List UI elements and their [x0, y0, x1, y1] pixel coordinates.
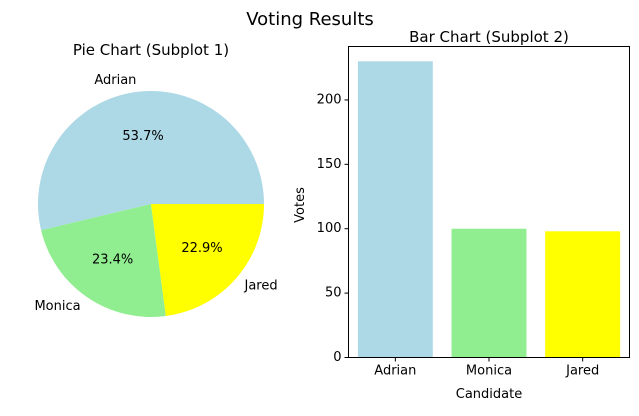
y-axis: 0 50 100 150 200	[317, 92, 349, 365]
bar-jared	[545, 231, 621, 358]
pie-category-label-monica: Monica	[34, 299, 80, 314]
y-tick-label: 0	[333, 350, 341, 365]
pie-category-label-jared: Jared	[244, 278, 278, 293]
bar-monica	[451, 228, 527, 358]
x-axis-label: Candidate	[456, 387, 522, 402]
bar-adrian	[357, 61, 433, 358]
bar-series	[357, 61, 621, 358]
bar-title: Bar Chart (Subplot 2)	[409, 28, 569, 46]
y-tick-label: 50	[325, 286, 342, 301]
pie-title: Pie Chart (Subplot 1)	[73, 41, 229, 59]
pie-percent-label-adrian: 53.7%	[122, 129, 163, 144]
y-tick-label: 100	[317, 221, 342, 236]
pie-percent-label-jared: 22.9%	[181, 241, 222, 256]
x-tick-label-monica: Monica	[466, 364, 512, 379]
pie-slice-adrian	[38, 91, 264, 231]
pie-category-label-adrian: Adrian	[94, 73, 136, 88]
pie-slice-monica	[41, 204, 166, 317]
x-axis: Adrian Monica Jared	[374, 357, 599, 379]
pie-slices	[38, 91, 264, 317]
pie-subplot: Pie Chart (Subplot 1) 53.7% Adrian 23.4% Mo…	[34, 41, 278, 317]
pie-slice-jared	[151, 204, 264, 317]
y-axis-label: Votes	[293, 187, 308, 223]
x-tick-label-jared: Jared	[565, 364, 599, 379]
y-tick-label: 200	[317, 92, 342, 107]
plot-frame	[348, 46, 630, 358]
y-tick-label: 150	[317, 157, 342, 172]
bar-subplot: Bar Chart (Subplot 2) 0 50 100 150 200 Adria…	[293, 28, 630, 402]
pie-percent-label-monica: 23.4%	[92, 252, 133, 267]
figure-suptitle: Voting Results	[246, 9, 374, 30]
x-tick-label-adrian: Adrian	[374, 364, 416, 379]
pie-labels: 53.7% Adrian 23.4% Monica 22.9% Jared	[34, 73, 277, 314]
